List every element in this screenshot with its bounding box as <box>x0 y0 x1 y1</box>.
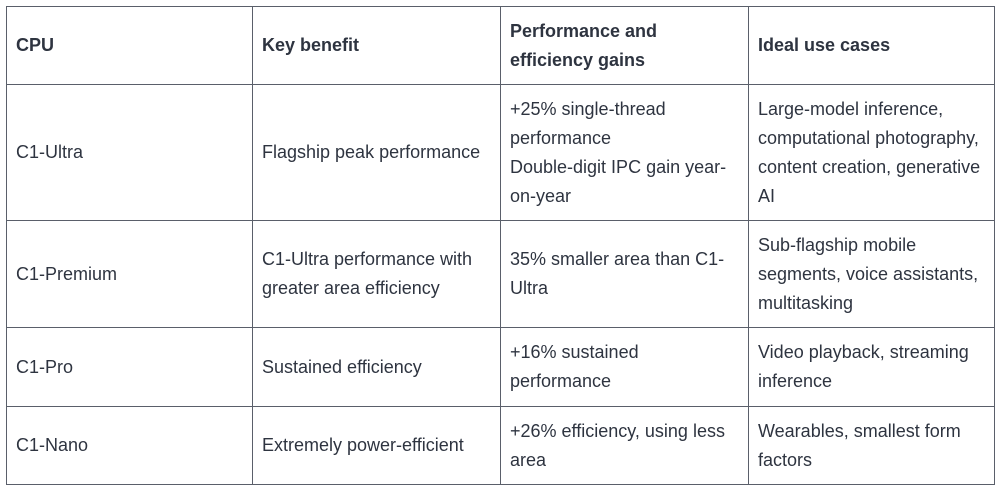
comparison-table: CPU Key benefit Performance and efficiency… <box>6 6 995 485</box>
cell-text: Large-model inference, computational pho… <box>758 98 981 206</box>
cell-text: +25% single-thread performance <box>510 98 666 148</box>
table-cell: C1-Ultra <box>6 84 253 221</box>
cell-text: C1-Ultra <box>16 142 84 162</box>
cell-text: Video playback, streaming inference <box>758 342 969 391</box>
header-cell: CPU <box>6 6 253 85</box>
cell-text: C1-Ultra performance with greater area e… <box>262 249 473 298</box>
table-row: C1-Ultra Flagship peak performance +25% si… <box>6 84 995 221</box>
table-cell: Large-model inference, computational pho… <box>748 84 995 221</box>
table-row: C1-Nano Extremely power-efficient +26% eff… <box>6 406 995 485</box>
cell-text: Flagship peak performance <box>262 142 481 162</box>
cell-text: C1-Premium <box>16 263 118 284</box>
table-cell: Sub-flagship mobile segments, voice assi… <box>748 220 995 328</box>
table-cell: +16% sustained performance <box>500 327 749 407</box>
table-cell: 35% smaller area than C1-Ultra <box>500 220 749 328</box>
cell-text: +26% efficiency, using less area <box>510 420 725 470</box>
cell-text: Extremely power-efficient <box>262 435 464 455</box>
cell-text: +16% sustained performance <box>510 342 639 391</box>
cell-text: C1-Pro <box>16 356 74 377</box>
table-cell: C1-Nano <box>6 406 253 485</box>
header-cell: Ideal use cases <box>748 6 995 85</box>
table-cell: Sustained efficiency <box>252 327 501 407</box>
table-row: C1-Pro Sustained efficiency +16% sustained… <box>6 327 995 407</box>
table-cell: C1-Premium <box>6 220 253 328</box>
cell-text: Double-digit IPC gain year-on-year <box>510 156 727 206</box>
cell-text: Sustained efficiency <box>262 356 422 377</box>
table-cell: Flagship peak performance <box>252 84 501 221</box>
table-cell: C1-Ultra performance with greater area e… <box>252 220 501 328</box>
table-cell: Video playback, streaming inference <box>748 327 995 407</box>
cell-text: Wearables, smallest form factors <box>758 420 961 470</box>
table-cell: +26% efficiency, using less area <box>500 406 749 485</box>
table-row: C1-Premium C1-Ultra performance with grea… <box>6 220 995 328</box>
header-cell: Performance and efficiency gains <box>500 6 749 85</box>
table-cell: C1-Pro <box>6 327 253 407</box>
header-row: CPU Key benefit Performance and efficiency… <box>6 6 995 85</box>
table-cell: Wearables, smallest form factors <box>748 406 995 485</box>
cell-text: C1-Nano <box>16 435 89 455</box>
table-cell: +25% single-thread performance Double-dig… <box>500 84 749 221</box>
cell-text: 35% smaller area than C1-Ultra <box>510 249 725 298</box>
cell-text: Sub-flagship mobile segments, voice assi… <box>758 234 979 313</box>
header-cell: Key benefit <box>252 6 501 85</box>
table-cell: Extremely power-efficient <box>252 406 501 485</box>
